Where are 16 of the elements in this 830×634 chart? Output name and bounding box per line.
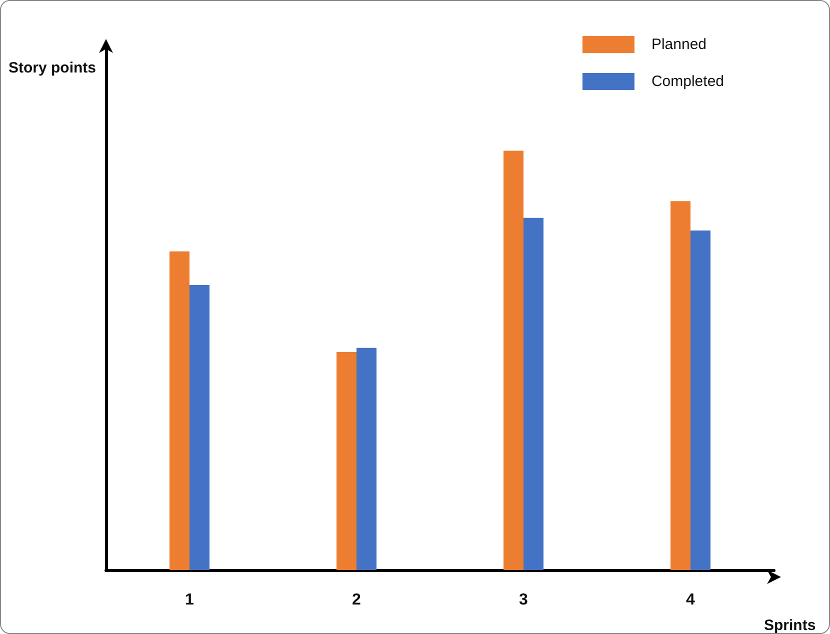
x-tick-label: 4 (686, 592, 696, 608)
bar (690, 230, 710, 570)
legend-label: Completed (651, 73, 724, 90)
x-tick-label: 2 (352, 592, 362, 608)
bar (170, 251, 190, 570)
y-axis-title: Story points (8, 60, 96, 76)
x-tick-label: 1 (185, 592, 194, 608)
bar (670, 201, 690, 570)
bar (190, 284, 210, 570)
bar (356, 348, 376, 570)
x-axis-title: Sprints (764, 617, 816, 634)
x-tick-label: 3 (519, 592, 528, 608)
bar (524, 218, 544, 570)
bar (504, 150, 524, 570)
bar (336, 352, 356, 570)
legend-label: Planned (651, 36, 707, 53)
